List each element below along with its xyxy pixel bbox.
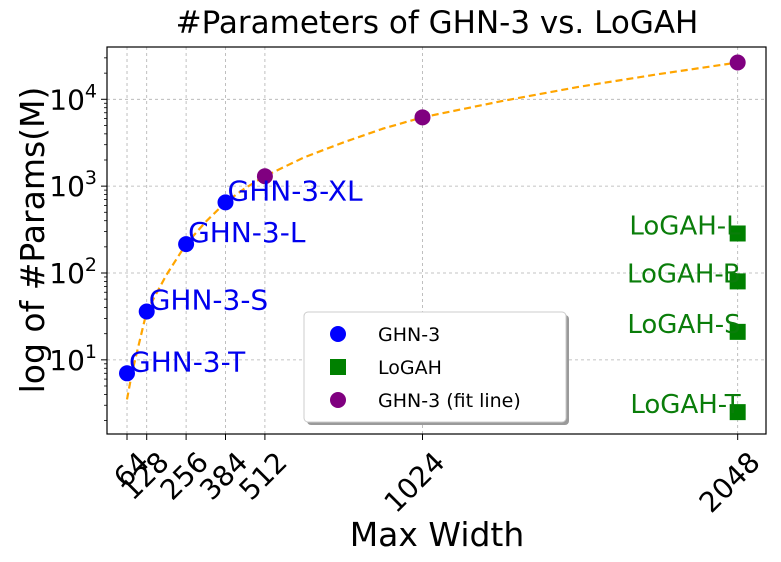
plot-frame	[106, 46, 767, 435]
point-label: GHN-3-L	[188, 216, 306, 249]
marker-ghn-3	[119, 365, 136, 382]
point-labels: GHN-3-T GHN-3-S GHN-3-L GHN-3-XL LoGAH-T LoGA…	[129, 174, 741, 420]
point-label: LoGAH-L	[629, 211, 741, 241]
marker-ghn-3-fit-line-	[256, 168, 273, 185]
legend-box	[303, 311, 567, 423]
point-label: LoGAH-T	[630, 390, 740, 420]
marker-ghn-3	[178, 236, 195, 253]
x-axis-label: Max Width	[350, 515, 525, 554]
point-label: LoGAH-B	[627, 259, 741, 289]
legend-label: GHN-3 (fit line)	[378, 390, 521, 412]
x-tick-label: 2048	[693, 445, 767, 519]
y-tick-label: 102	[49, 254, 97, 290]
marker-ghn-3-fit-line-	[414, 109, 431, 126]
marker-logah	[729, 404, 746, 421]
data-markers	[119, 54, 746, 421]
legend-label: LoGAH	[378, 357, 442, 379]
legend-marker-circle	[330, 326, 346, 342]
marker-logah	[729, 323, 746, 340]
y-axis-label: log of #Params(M)	[13, 87, 52, 394]
marker-logah	[729, 225, 746, 242]
y-tick-label: 101	[49, 341, 97, 377]
point-label: GHN-3-S	[149, 284, 269, 317]
point-label: LoGAH-S	[627, 310, 740, 340]
x-tick-label: 512	[233, 445, 294, 506]
marker-logah	[729, 273, 746, 290]
x-tick-label: 1024	[378, 445, 452, 519]
chart-title: #Parameters of GHN-3 vs. LoGAH	[176, 5, 699, 41]
y-axis-ticks: 101 102 103 104	[49, 57, 107, 421]
legend-marker-square	[330, 359, 346, 375]
legend-label: GHN-3	[378, 324, 440, 346]
marker-ghn-3-fit-line-	[729, 54, 746, 71]
marker-ghn-3	[217, 194, 234, 211]
legend-marker-circle	[330, 392, 346, 408]
y-tick-label: 103	[49, 167, 97, 203]
y-tick-label: 104	[49, 80, 97, 116]
point-label: GHN-3-T	[129, 345, 246, 378]
legend: GHN-3 LoGAH GHN-3 (fit line)	[303, 311, 569, 425]
marker-ghn-3	[138, 303, 155, 320]
point-label: GHN-3-XL	[228, 174, 364, 207]
